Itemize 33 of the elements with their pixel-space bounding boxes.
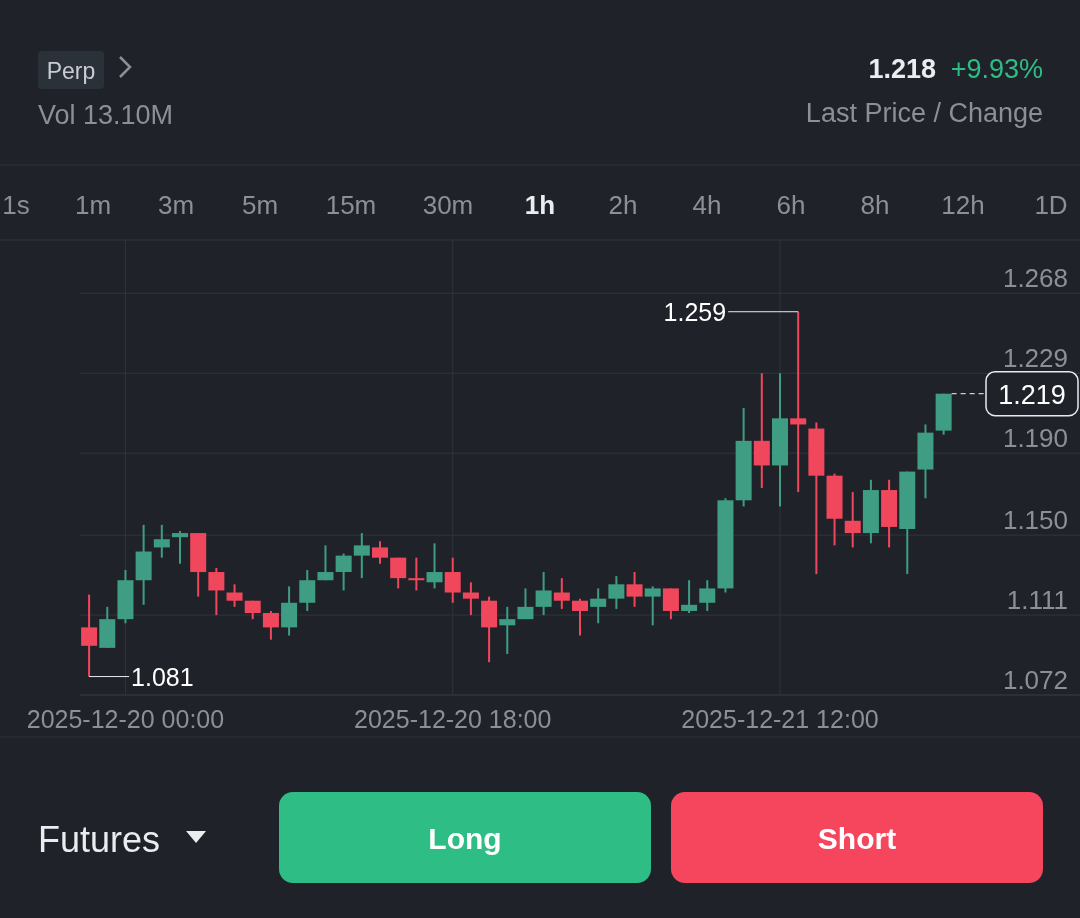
y-tick-label: 1.229 [1002,343,1068,374]
text: Long [428,822,502,855]
text: Perp [46,58,96,84]
text: 15m [325,190,377,220]
text: 1h [524,190,556,220]
text: Futures [38,819,161,860]
y-tick-label: 1.150 [1002,505,1068,536]
text: Last Price / Change [805,98,1043,128]
annotation: 1.259 [663,297,727,326]
ref-line-label: 1.219 [998,379,1066,410]
text: 1m [74,190,112,220]
text: 2h [608,190,638,220]
text: 1D [1034,190,1068,220]
text: 8h [860,190,890,220]
text: 12h [941,190,985,220]
text: 4h [692,190,722,220]
text: 1s [2,190,30,220]
text: 1.218 [868,54,936,84]
text: Vol 13.10M [38,100,174,130]
text: 30m [422,190,474,220]
y-tick-label: 1.072 [1002,665,1068,695]
x-tick-label: 2025-12-21 12:00 [681,705,879,733]
y-tick-label: 1.268 [1002,263,1068,294]
text: Short [817,822,897,855]
y-tick-label: 1.190 [1002,423,1068,454]
annotation: 1.081 [131,662,194,691]
text: 5m [241,190,279,220]
text: 3m [157,190,195,220]
text: +9.93% [950,54,1043,84]
text: 6h [776,190,806,220]
x-tick-label: 2025-12-20 00:00 [26,705,225,733]
y-tick-label: 1.111 [1006,585,1068,616]
x-tick-label: 2025-12-20 18:00 [354,705,552,733]
